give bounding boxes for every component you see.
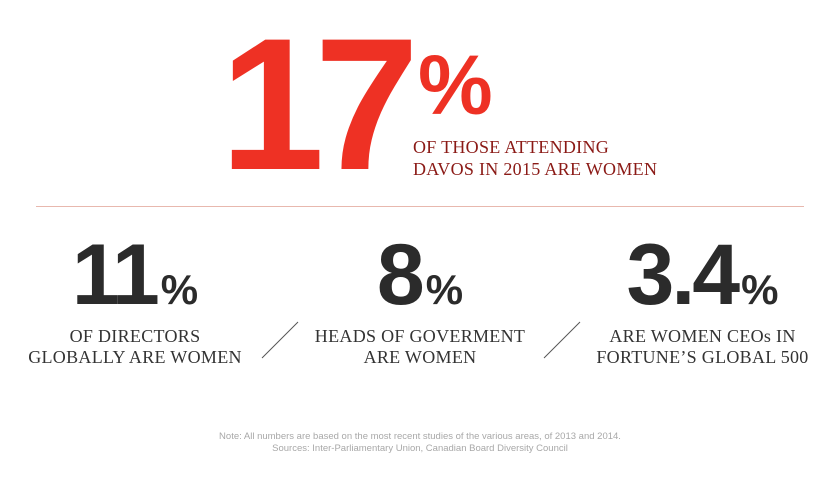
stat-ceos-percent-sign: % bbox=[741, 266, 779, 313]
stat-heads-label-line-2: ARE WOMEN bbox=[363, 347, 477, 367]
stat-ceos-number: 3.4% bbox=[585, 232, 820, 318]
stat-heads-number: 8% bbox=[300, 232, 540, 318]
stat-directors: 11% OF DIRECTORS GLOBALLY ARE WOMEN bbox=[20, 232, 250, 368]
stat-directors-label: OF DIRECTORS GLOBALLY ARE WOMEN bbox=[20, 326, 250, 368]
section-divider bbox=[36, 206, 804, 207]
stat-directors-percent-sign: % bbox=[160, 266, 199, 313]
stat-heads-percent-sign: % bbox=[425, 266, 464, 313]
footer-note: Note: All numbers are based on the most … bbox=[0, 431, 840, 455]
stat-directors-label-line-1: OF DIRECTORS bbox=[69, 326, 201, 346]
stat-heads-label-line-1: HEADS OF GOVERMENT bbox=[314, 326, 526, 346]
stat-ceos-value: 3.4 bbox=[626, 227, 741, 323]
slash-divider-1 bbox=[261, 321, 299, 359]
stat-ceos-label: ARE WOMEN CEOs IN FORTUNE’S GLOBAL 500 bbox=[585, 326, 820, 368]
stat-ceos-label-line-2: FORTUNE’S GLOBAL 500 bbox=[596, 347, 809, 367]
slash-divider-2 bbox=[543, 321, 581, 359]
stat-women-ceos: 3.4% ARE WOMEN CEOs IN FORTUNE’S GLOBAL … bbox=[585, 232, 820, 368]
stat-directors-number: 11% bbox=[20, 232, 250, 318]
footer-note-text: Note: All numbers are based on the most … bbox=[219, 431, 621, 442]
stat-directors-value: 11 bbox=[71, 227, 160, 323]
hero-caption-line-1: OF THOSE ATTENDING bbox=[413, 137, 610, 157]
stat-heads-label: HEADS OF GOVERMENT ARE WOMEN bbox=[300, 326, 540, 368]
stat-ceos-label-line-1: ARE WOMEN CEOs IN bbox=[609, 326, 796, 346]
hero-caption-line-2: DAVOS IN 2015 ARE WOMEN bbox=[413, 159, 658, 179]
stat-directors-label-line-2: GLOBALLY ARE WOMEN bbox=[28, 347, 242, 367]
stat-heads-of-government: 8% HEADS OF GOVERMENT ARE WOMEN bbox=[300, 232, 540, 368]
hero-caption: OF THOSE ATTENDING DAVOS IN 2015 ARE WOM… bbox=[413, 136, 657, 180]
hero-number: 17 bbox=[220, 0, 419, 209]
footer-sources-text: Sources: Inter-Parliamentary Union, Cana… bbox=[272, 443, 568, 454]
hero-percent-sign: % bbox=[418, 38, 493, 132]
stat-heads-value: 8 bbox=[376, 227, 425, 323]
